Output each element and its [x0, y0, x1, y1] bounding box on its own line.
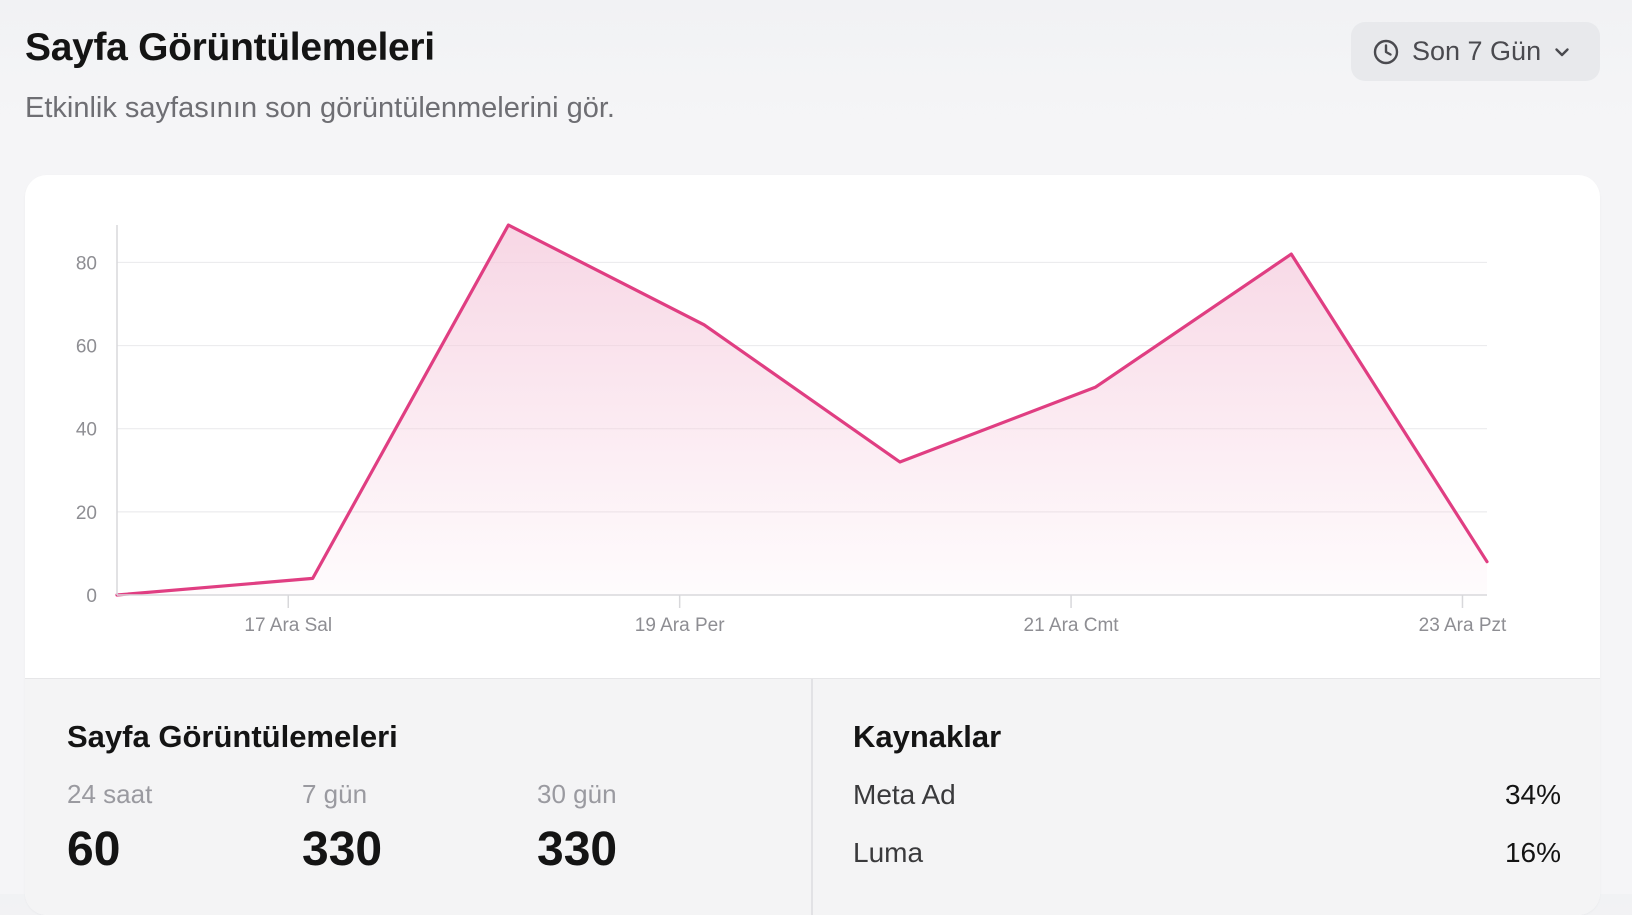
source-row: Luma 16%	[853, 837, 1561, 869]
stat-label: 24 saat	[67, 779, 152, 810]
sources-title: Kaynaklar	[853, 719, 1001, 755]
source-row: Meta Ad 34%	[853, 779, 1561, 811]
stat-label: 30 gün	[537, 779, 617, 810]
clock-icon	[1372, 38, 1400, 66]
page-title: Sayfa Görüntülemeleri	[25, 26, 435, 70]
stat-value: 60	[67, 822, 152, 877]
stat-value: 330	[302, 822, 382, 877]
y-tick-label: 40	[76, 420, 97, 441]
page-subtitle: Etkinlik sayfasının son görüntülenmeleri…	[25, 92, 615, 125]
stat-label: 7 gün	[302, 779, 382, 810]
y-tick-label: 60	[76, 337, 97, 358]
y-tick-label: 0	[86, 586, 97, 607]
stats-title: Sayfa Görüntülemeleri	[67, 719, 398, 755]
stat-value: 330	[537, 822, 617, 877]
series-area	[117, 225, 1487, 595]
x-tick-label: 23 Ara Pzt	[1419, 615, 1507, 636]
date-range-button[interactable]: Son 7 Gün	[1351, 22, 1600, 81]
y-tick-label: 20	[76, 503, 97, 524]
stat-7d: 7 gün 330	[302, 779, 382, 877]
source-name: Meta Ad	[853, 779, 956, 811]
y-tick-label: 80	[76, 253, 97, 274]
x-tick-label: 17 Ara Sal	[244, 615, 332, 636]
source-percent: 16%	[1505, 837, 1561, 869]
date-range-label: Son 7 Gün	[1412, 36, 1541, 67]
summary-section: Sayfa Görüntülemeleri 24 saat 60 7 gün 3…	[25, 678, 1600, 915]
x-tick-label: 19 Ara Per	[635, 615, 725, 636]
x-tick-label: 21 Ara Cmt	[1024, 615, 1120, 636]
stat-30d: 30 gün 330	[537, 779, 617, 877]
page-views-chart: 0 20 40 60 80 17 Ara Sal 19 Ara Per 21 Ara Cmt 2…	[25, 175, 1600, 678]
source-name: Luma	[853, 837, 923, 869]
section-divider	[811, 679, 813, 915]
stat-24h: 24 saat 60	[67, 779, 152, 877]
page-views-card: 0 20 40 60 80 17 Ara Sal 19 Ara Per 21 Ara Cmt 2…	[25, 175, 1600, 915]
source-percent: 34%	[1505, 779, 1561, 811]
chevron-down-icon	[1553, 43, 1571, 61]
